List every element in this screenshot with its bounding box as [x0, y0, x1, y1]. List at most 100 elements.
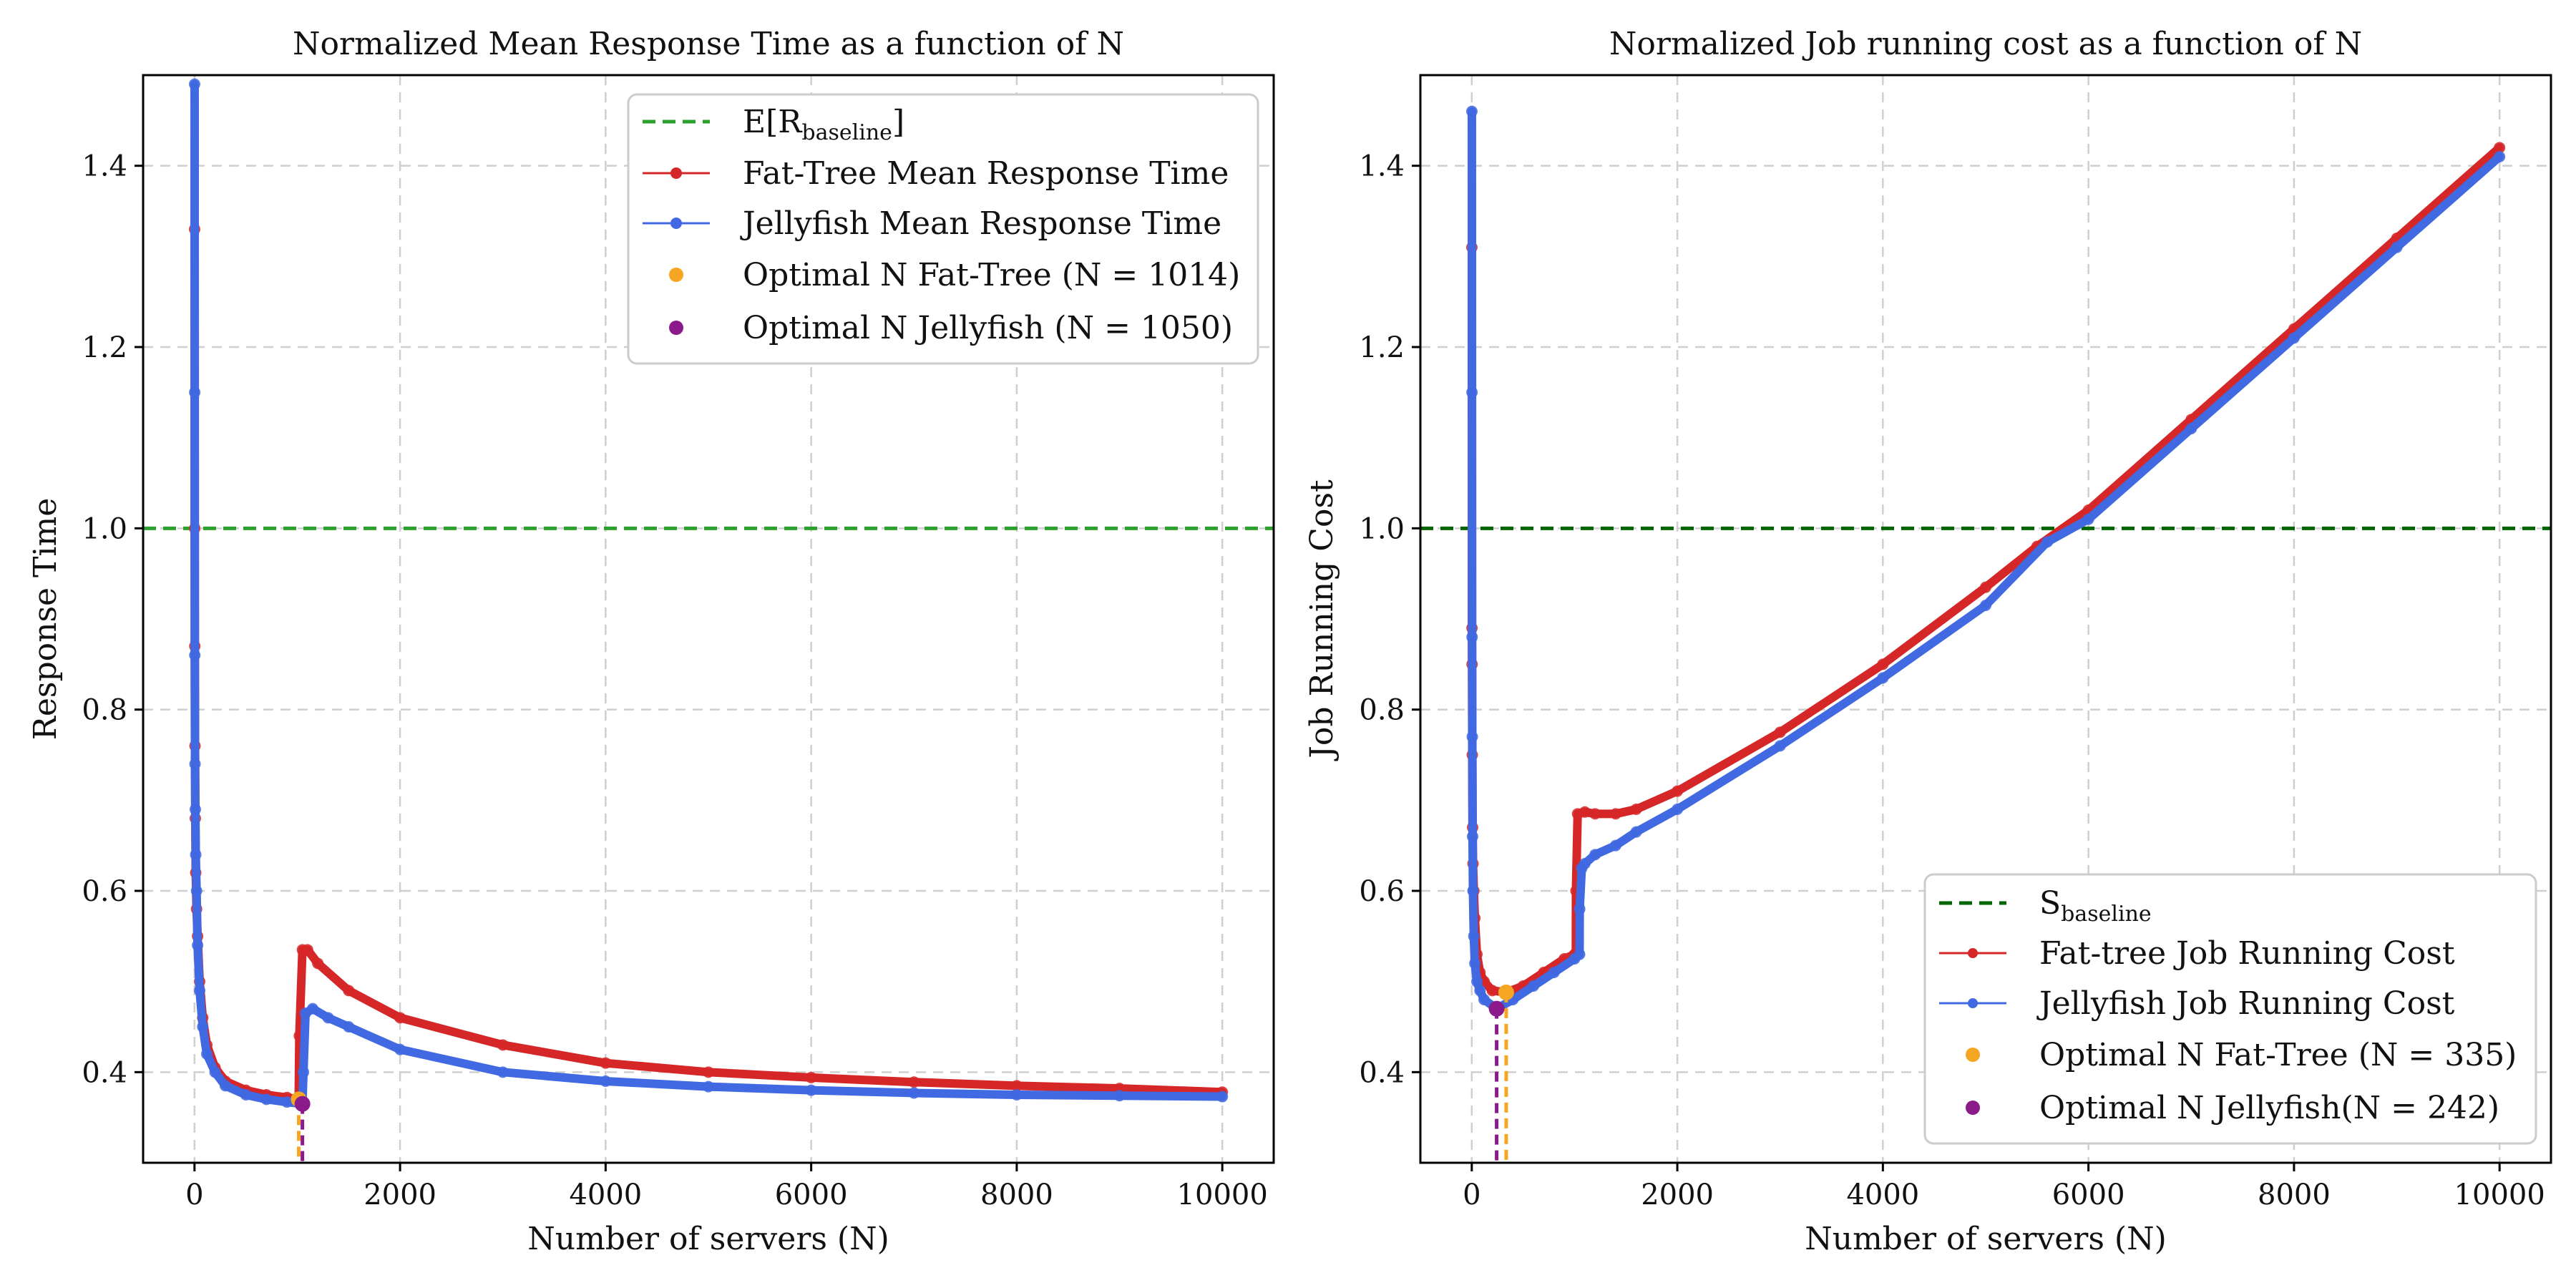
series-point-1 — [209, 1066, 221, 1078]
y-tick-label: 0.4 — [82, 1056, 127, 1089]
series-layer — [1465, 105, 2506, 1015]
legend-fat-tree-label: Fat-tree Job Running Cost — [2039, 935, 2455, 972]
legend-fat-tree-label: Fat-Tree Mean Response Time — [743, 155, 1229, 192]
legend-box — [627, 93, 1259, 365]
series-point-0 — [394, 1012, 406, 1024]
y-tick-label: 1.4 — [82, 150, 127, 183]
series-point-0 — [1609, 808, 1621, 820]
legend-jellyfish-marker — [1968, 998, 1978, 1008]
series-point-1 — [307, 1002, 318, 1015]
series-point-1 — [1216, 1091, 1229, 1103]
legend-box — [1923, 873, 2537, 1145]
x-axis-label: Number of servers (N) — [527, 1221, 889, 1257]
y-tick-label: 1.0 — [1359, 512, 1405, 545]
series-point-1 — [2082, 513, 2094, 525]
series-point-1 — [1113, 1090, 1126, 1102]
series-point-1 — [197, 1021, 209, 1033]
legend-optimal-jellyfish-marker — [1966, 1101, 1980, 1115]
series-point-1 — [298, 1066, 310, 1078]
series-point-0 — [312, 957, 324, 970]
series-point-1 — [194, 985, 205, 997]
series-point-1 — [394, 1043, 406, 1055]
series-point-1 — [2494, 151, 2506, 162]
optimal-point-0 — [1498, 984, 1514, 1000]
series-point-1 — [322, 1012, 334, 1024]
series-point-1 — [189, 649, 201, 661]
series-point-0 — [1774, 726, 1786, 738]
x-tick-label: 2000 — [364, 1179, 436, 1211]
x-tick-label: 6000 — [775, 1179, 848, 1211]
legend-optimal-jellyfish-label: Optimal N Jellyfish (N = 1050) — [743, 310, 1233, 346]
series-point-1 — [1478, 994, 1491, 1005]
legend-optimal-fat-tree-label: Optimal N Fat-Tree (N = 1014) — [743, 257, 1240, 293]
series-point-1 — [908, 1087, 920, 1099]
series-point-0 — [1579, 806, 1591, 818]
series-point-1 — [189, 386, 201, 399]
axis-ticks: 0 2000 4000 6000 8000 10000 0.4 0.6 0.8 1.0 1.2 1.4 — [82, 150, 1267, 1211]
series-point-0 — [1672, 785, 1684, 797]
series-point-1 — [1474, 985, 1486, 997]
plot-frame — [142, 74, 1275, 1164]
series-point-0 — [343, 985, 355, 997]
y-tick-label: 1.0 — [82, 512, 127, 545]
y-tick-label: 0.8 — [82, 694, 127, 727]
legend-fat-tree-marker — [670, 167, 682, 179]
series-point-1 — [219, 1080, 231, 1092]
legend: E[Rbaseline] Fat-Tree Mean Response Time… — [627, 93, 1259, 365]
legend-optimal-jellyfish-marker — [669, 321, 683, 335]
legend-optimal-fat-tree-marker — [1966, 1048, 1980, 1062]
legend-fat-tree-marker — [1968, 948, 1978, 958]
series-point-0 — [1980, 581, 1991, 593]
series-point-1 — [1471, 975, 1483, 987]
legend: Sbaseline Fat-tree Job Running Cost Jell… — [1923, 873, 2537, 1145]
legend-optimal-fat-tree-label: Optimal N Fat-Tree (N = 335) — [2039, 1037, 2517, 1073]
series-point-1 — [1465, 105, 1478, 117]
series-point-1 — [1466, 631, 1478, 643]
series-point-1 — [805, 1084, 817, 1096]
series-point-1 — [343, 1021, 355, 1033]
optimal-point-1 — [1488, 1000, 1505, 1017]
series-point-0 — [600, 1057, 612, 1069]
series-point-1 — [2391, 241, 2403, 253]
series-point-1 — [260, 1093, 273, 1106]
series-point-1 — [1548, 967, 1560, 978]
series-point-0 — [2494, 142, 2506, 154]
series-point-1 — [190, 885, 203, 897]
x-tick-label: 4000 — [1846, 1179, 1919, 1211]
legend-jellyfish-marker — [670, 218, 682, 229]
series-point-1 — [1630, 826, 1642, 838]
legend-jellyfish-label: Jellyfish Mean Response Time — [740, 205, 1221, 242]
series-point-0 — [497, 1039, 509, 1051]
series-point-1 — [1877, 672, 1889, 684]
legend-optimal-jellyfish-label: Optimal N Jellyfish(N = 242) — [2039, 1090, 2499, 1126]
series-point-1 — [1980, 600, 1991, 611]
legend-jellyfish-label: Jellyfish Job Running Cost — [2036, 985, 2455, 1022]
series-point-1 — [189, 804, 201, 815]
y-tick-label: 1.2 — [1359, 331, 1405, 364]
series-point-1 — [1574, 948, 1586, 960]
series-point-1 — [1466, 831, 1478, 842]
optimal-markers — [1488, 984, 1514, 1163]
job-cost-panel: Normalized Job running cost as a functio… — [1304, 26, 2552, 1257]
x-tick-label: 8000 — [2258, 1179, 2331, 1211]
series-point-1 — [1469, 957, 1481, 970]
y-tick-label: 1.4 — [1359, 150, 1405, 183]
series-point-0 — [908, 1076, 920, 1088]
series-point-1 — [1589, 849, 1601, 861]
x-tick-label: 10000 — [1177, 1179, 1268, 1211]
series-point-1 — [1010, 1089, 1023, 1101]
series-point-0 — [1589, 808, 1601, 820]
x-tick-label: 6000 — [2052, 1179, 2125, 1211]
y-tick-label: 1.2 — [82, 331, 127, 364]
chart-title: Normalized Mean Response Time as a funct… — [293, 26, 1124, 62]
series-point-0 — [1486, 985, 1498, 997]
series-point-0 — [301, 944, 313, 956]
series-point-0 — [1877, 658, 1889, 670]
legend-optimal-fat-tree-marker — [669, 268, 683, 282]
series-point-1 — [1467, 885, 1479, 897]
series-point-1 — [188, 78, 200, 90]
series-point-1 — [2185, 423, 2197, 434]
series-point-1 — [1609, 839, 1621, 852]
response-time-panel: Normalized Mean Response Time as a funct… — [27, 26, 1275, 1257]
